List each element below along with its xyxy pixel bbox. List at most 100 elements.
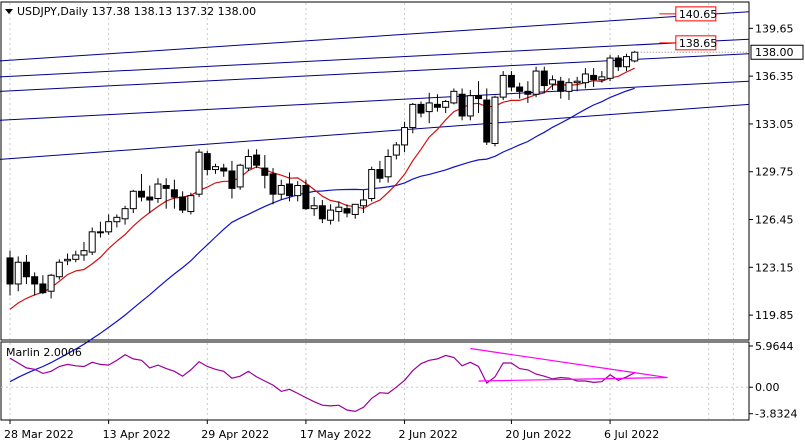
candle-body bbox=[203, 153, 211, 171]
candle-body bbox=[359, 199, 367, 207]
candle-body bbox=[425, 102, 433, 113]
time-tick-label: 6 Jul 2022 bbox=[604, 428, 659, 441]
candle-body bbox=[162, 184, 170, 189]
main-pane-frame bbox=[0, 1, 750, 341]
candle-body bbox=[532, 70, 540, 95]
channel-line bbox=[0, 11, 750, 62]
main-pane[interactable]: 140.65 138.65 USDJPY,Daily 137.38 138.13 … bbox=[0, 1, 750, 383]
candle-body bbox=[516, 86, 524, 92]
time-tick-label: 28 Mar 2022 bbox=[4, 428, 74, 441]
candle-body bbox=[368, 169, 376, 200]
current-price-box bbox=[750, 44, 804, 60]
candle-body bbox=[450, 90, 458, 104]
oscillator-trendline bbox=[478, 376, 668, 382]
price-tick-label: 129.75 bbox=[755, 166, 794, 179]
symbol-header: USDJPY,Daily 137.38 138.13 137.32 138.00 bbox=[5, 5, 256, 18]
candle-body bbox=[392, 144, 400, 156]
candle-body bbox=[573, 80, 581, 84]
candle-body bbox=[598, 76, 606, 81]
candle-body bbox=[113, 216, 121, 223]
oscillator-trendline bbox=[470, 347, 668, 379]
candle-body bbox=[557, 80, 565, 92]
osc-tick-label: -3.8324 bbox=[755, 408, 797, 421]
time-tick-label: 17 May 2022 bbox=[300, 428, 372, 441]
candle-body bbox=[433, 103, 441, 108]
candle-body bbox=[507, 74, 515, 88]
ma-fast-line bbox=[9, 67, 635, 310]
level-labels: 140.65 138.65 bbox=[659, 6, 718, 51]
candle-body bbox=[614, 57, 622, 68]
candle-body bbox=[294, 184, 302, 197]
candle-body bbox=[22, 261, 30, 278]
time-tick-label: 13 Apr 2022 bbox=[103, 428, 171, 441]
oscillator-line bbox=[9, 354, 635, 413]
candle-body bbox=[179, 196, 187, 211]
candle-body bbox=[491, 96, 499, 144]
level-label: 138.65 bbox=[679, 37, 718, 50]
candle-body bbox=[96, 231, 104, 234]
candle-body bbox=[343, 208, 351, 214]
channel-line bbox=[0, 80, 750, 121]
candles bbox=[6, 50, 639, 299]
oscillator-axis: 5.9644 0.00 -3.8324 bbox=[749, 340, 797, 421]
candle-body bbox=[138, 190, 146, 198]
candle-body bbox=[212, 166, 219, 171]
candle-body bbox=[80, 250, 88, 256]
candle-body bbox=[277, 184, 285, 195]
candle-body bbox=[154, 183, 162, 200]
price-axis: 139.65 136.35 133.05 129.75 126.45 123.15 119.… bbox=[634, 22, 804, 322]
ma-slow-line bbox=[9, 87, 635, 383]
candle-body bbox=[458, 93, 466, 117]
candle-body bbox=[31, 276, 39, 285]
candle-body bbox=[195, 151, 203, 195]
candle-body bbox=[335, 206, 343, 213]
candle-body bbox=[14, 261, 22, 285]
candle-body bbox=[384, 156, 392, 178]
candle-body bbox=[285, 183, 293, 197]
price-tick-label: 119.85 bbox=[755, 309, 794, 322]
candle-body bbox=[220, 167, 228, 172]
candle-body bbox=[269, 173, 277, 195]
candle-body bbox=[409, 103, 417, 129]
price-tick-label: 123.15 bbox=[755, 261, 794, 274]
candle-body bbox=[129, 190, 137, 210]
price-tick-label: 136.35 bbox=[755, 70, 794, 83]
channel-line bbox=[0, 103, 750, 160]
candle-body bbox=[55, 261, 63, 278]
candle-body bbox=[376, 169, 384, 179]
symbol-line: USDJPY,Daily 137.38 138.13 137.32 138.00 bbox=[17, 5, 256, 18]
candle-body bbox=[442, 100, 450, 108]
candle-body bbox=[310, 205, 318, 210]
osc-tick-label: 0.00 bbox=[755, 381, 780, 394]
candle-body bbox=[244, 156, 252, 169]
candle-body bbox=[187, 195, 195, 213]
candle-body bbox=[39, 283, 47, 294]
candle-body bbox=[121, 208, 129, 220]
candle-body bbox=[466, 95, 474, 117]
candle-body bbox=[417, 103, 425, 114]
candle-body bbox=[261, 167, 269, 176]
candle-body bbox=[302, 184, 310, 210]
candle-body bbox=[327, 209, 335, 221]
time-tick-label: 20 Jun 2022 bbox=[505, 428, 571, 441]
candle-body bbox=[351, 203, 359, 215]
candle-body bbox=[483, 99, 491, 143]
time-axis: 28 Mar 2022 13 Apr 2022 29 Apr 2022 17 May … bbox=[4, 420, 659, 441]
candle-body bbox=[228, 170, 236, 189]
level-box bbox=[675, 6, 717, 22]
level-box bbox=[675, 35, 717, 51]
price-tick-label: 126.45 bbox=[755, 214, 794, 227]
candle-body bbox=[170, 189, 178, 198]
oscillator-pane[interactable]: Marlin 2.0006 bbox=[0, 341, 750, 421]
candle-body bbox=[72, 254, 80, 260]
candle-body bbox=[146, 196, 154, 201]
current-price-label: 138.00 bbox=[755, 46, 794, 59]
time-tick-label: 29 Apr 2022 bbox=[201, 428, 269, 441]
candle-body bbox=[631, 51, 639, 62]
triangle-down-icon[interactable] bbox=[5, 9, 13, 14]
channel-line bbox=[0, 38, 750, 78]
oscillator-pane-frame bbox=[0, 341, 750, 421]
candle-body bbox=[6, 257, 14, 285]
